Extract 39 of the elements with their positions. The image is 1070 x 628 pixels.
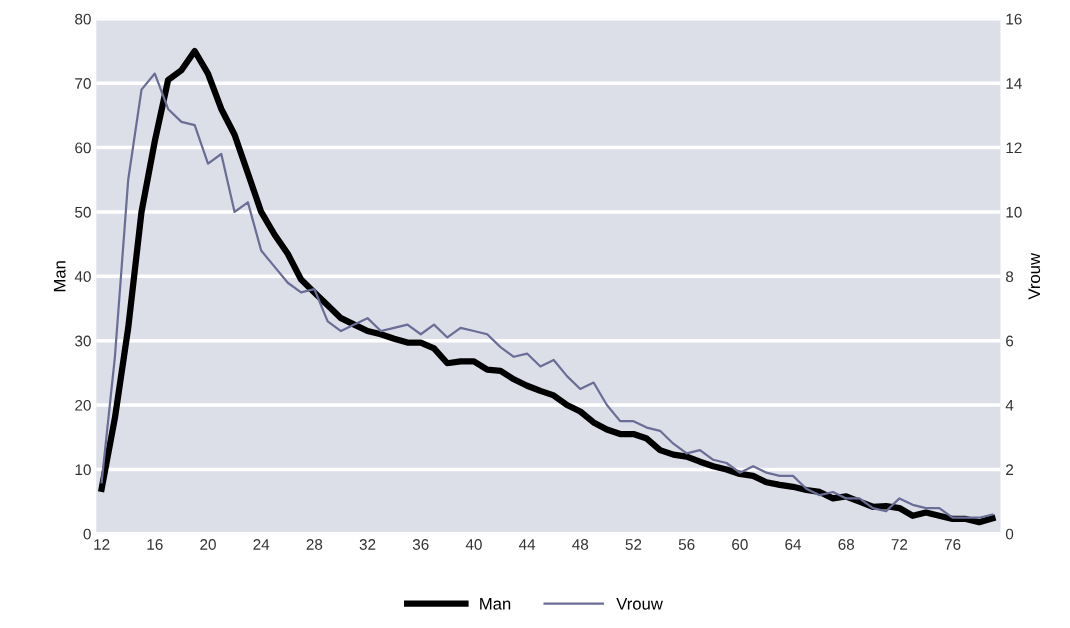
y-tick-label: 10 [75, 464, 91, 476]
y-tick-label: 50 [75, 206, 91, 218]
y2-tick-label: 2 [1006, 464, 1014, 475]
y-tick-label: 40 [74, 271, 91, 283]
legend-label: Vrouw [616, 598, 663, 610]
x-tick-label: 60 [732, 539, 748, 550]
legend-label: Man [480, 598, 511, 610]
x-tick-label: 44 [518, 539, 536, 550]
x-tick-label: 12 [94, 539, 110, 550]
x-tick-label: 64 [785, 539, 802, 550]
x-tick-label: 56 [678, 539, 695, 550]
y2-tick-label: 8 [1005, 271, 1014, 283]
y-tick-label: 0 [83, 528, 91, 540]
y-tick-label: 80 [75, 13, 91, 25]
y2-tick-label: 12 [1006, 142, 1022, 154]
x-tick-label: 40 [465, 539, 482, 550]
y2-tick-label: 14 [1006, 78, 1022, 89]
x-tick-label: 20 [200, 539, 216, 550]
x-tick-label: 52 [625, 539, 642, 550]
y-tick-label: 30 [75, 335, 91, 347]
x-tick-label: 36 [412, 539, 429, 550]
x-tick-label: 68 [838, 539, 855, 550]
x-tick-label: 72 [891, 539, 908, 550]
y2-tick-label: 4 [1005, 400, 1014, 411]
x-tick-label: 24 [253, 539, 270, 550]
y-tick-label: 60 [75, 142, 91, 154]
y-tick-label: 20 [75, 399, 91, 411]
x-tick-label: 32 [359, 539, 376, 550]
y2-axis-title: Vrouw [1028, 252, 1041, 300]
y2-tick-label: 16 [1006, 13, 1022, 25]
x-tick-label: 28 [306, 539, 323, 550]
y2-tick-label: 0 [1005, 528, 1014, 540]
x-tick-label: 76 [944, 539, 961, 550]
y-axis-title: Man [53, 261, 66, 292]
x-tick-label: 48 [572, 539, 589, 550]
y2-tick-label: 6 [1006, 335, 1014, 347]
x-tick-label: 16 [147, 539, 163, 550]
y-tick-label: 70 [75, 78, 91, 89]
y2-tick-label: 10 [1006, 206, 1022, 218]
